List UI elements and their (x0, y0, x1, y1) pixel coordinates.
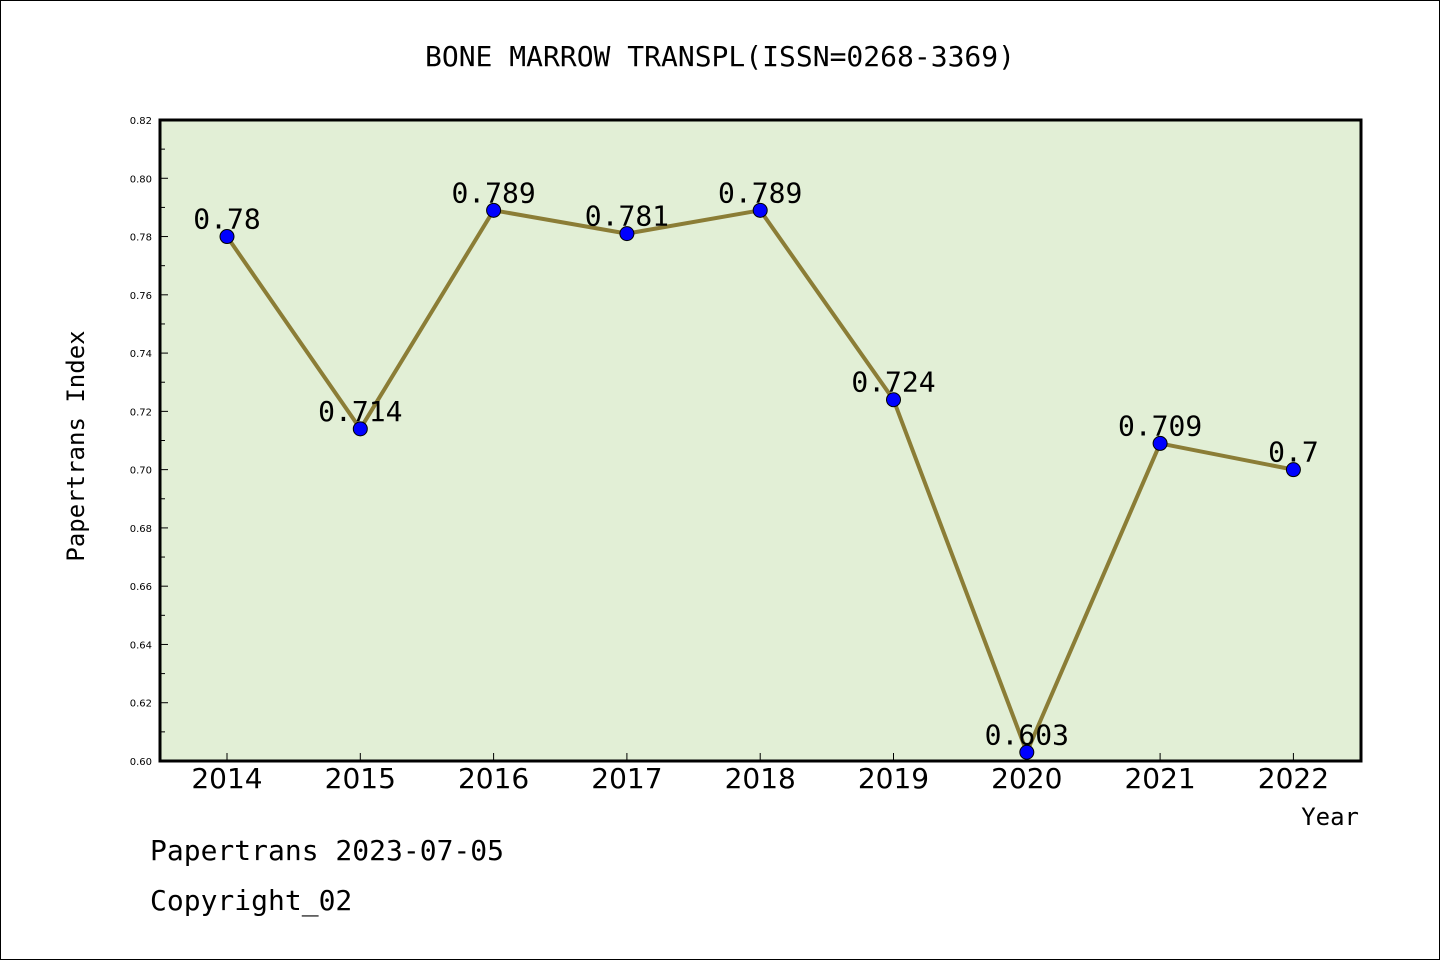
data-point (1285, 462, 1301, 478)
data-label: 0.78 (193, 203, 260, 236)
footer-copyright: Copyright_02 (150, 884, 353, 917)
x-tick-label: 2022 (1258, 762, 1329, 795)
data-point (886, 392, 901, 408)
data-point (486, 202, 502, 218)
marker-group (219, 202, 1301, 760)
x-tick-label: 2018 (725, 762, 796, 795)
data-label: 0.603 (985, 718, 1069, 751)
y-tick-label: 0.78 (130, 233, 152, 244)
x-tick-label: 2015 (325, 762, 396, 795)
y-tick-label: 0.60 (130, 757, 152, 768)
data-label: 0.709 (1118, 409, 1202, 442)
data-label: 0.789 (718, 176, 802, 209)
data-label: 0.714 (318, 395, 402, 428)
data-point (619, 226, 635, 242)
x-tick-label: 2019 (858, 762, 929, 795)
x-tick-label: 2020 (991, 762, 1062, 795)
data-label: 0.781 (585, 200, 669, 233)
data-point (1152, 435, 1168, 451)
y-tick-label: 0.82 (130, 116, 152, 127)
y-axis: 0.60 0.62 0.64 0.66 0.68 0.70 0.72 0.74 0.76 0.78… (130, 116, 168, 768)
chart-title: BONE MARROW TRANSPL(ISSN=0268-3369) (425, 40, 1015, 73)
y-tick-label: 0.70 (130, 466, 152, 477)
y-tick-label: 0.66 (130, 582, 152, 593)
y-tick-label: 0.74 (130, 349, 152, 360)
x-tick-label: 2014 (191, 762, 262, 795)
y-tick-label: 0.64 (130, 640, 152, 651)
x-tick-label: 2016 (458, 762, 529, 795)
x-tick-label: 2021 (1124, 762, 1195, 795)
x-tick-label: 2017 (591, 762, 662, 795)
y-tick-label: 0.68 (130, 524, 152, 535)
data-point (752, 202, 768, 218)
y-axis-label: Papertrans Index (62, 330, 90, 561)
data-point (352, 421, 368, 437)
x-axis: 2014 2015 2016 2017 2018 2019 2020 2021 2022 (191, 753, 1329, 795)
y-tick-label: 0.62 (130, 699, 152, 710)
data-label: 0.724 (851, 366, 935, 399)
data-label: 0.7 (1268, 436, 1319, 469)
data-label: 0.789 (451, 176, 535, 209)
data-label-group: 0.78 0.714 0.789 0.781 0.789 0.724 0.603 0.709 0… (193, 176, 1318, 751)
y-tick-label: 0.72 (130, 407, 152, 418)
data-point (219, 229, 235, 245)
x-axis-label: Year (1301, 803, 1359, 831)
data-point (1019, 744, 1035, 760)
footer-date: Papertrans 2023-07-05 (150, 834, 505, 867)
y-tick-label: 0.80 (130, 174, 152, 185)
y-tick-label: 0.76 (130, 291, 152, 302)
